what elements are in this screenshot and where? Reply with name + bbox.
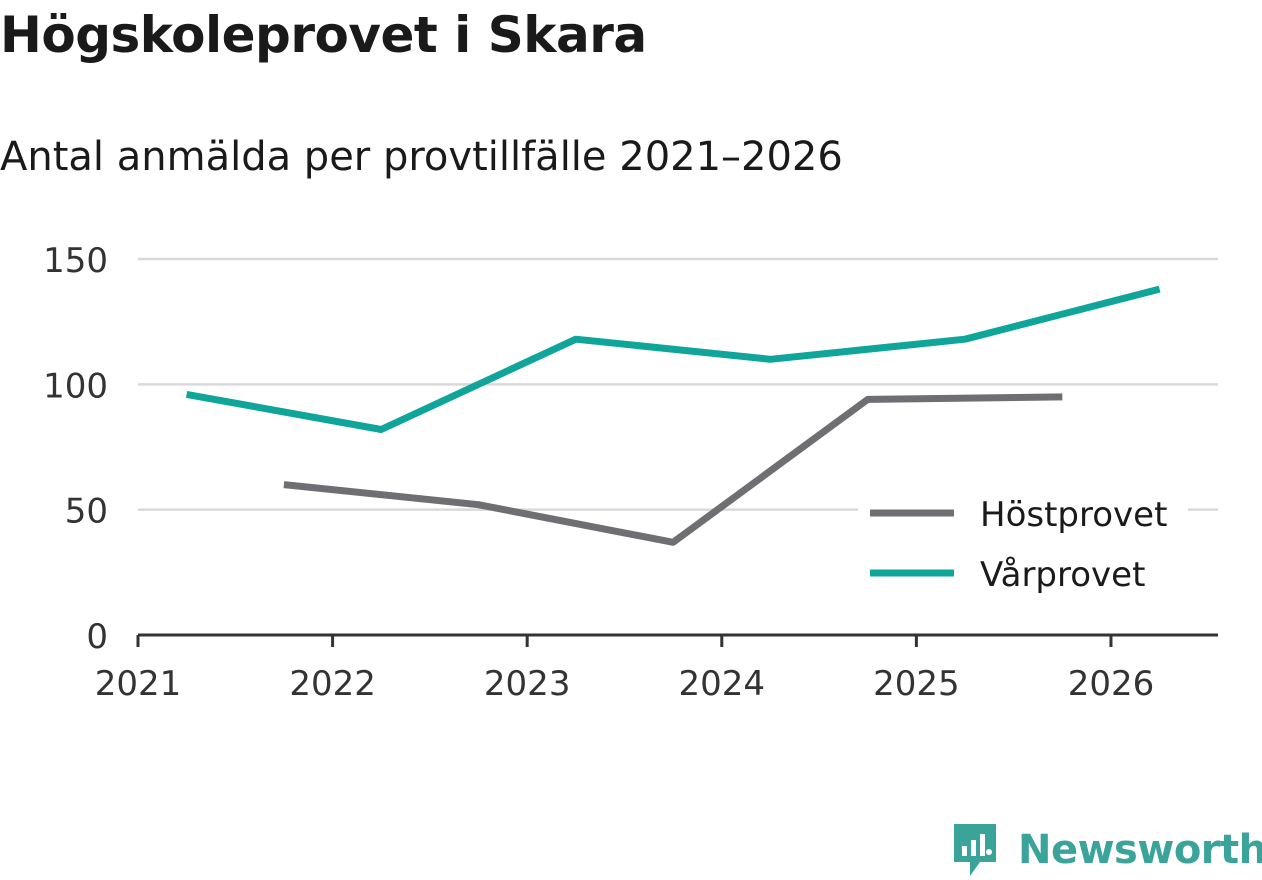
brand-logo: Newsworthy bbox=[950, 820, 1262, 880]
newsworthy-logo-icon bbox=[950, 820, 1000, 880]
x-tick-label: 2023 bbox=[484, 664, 571, 704]
x-tick-label: 2026 bbox=[1068, 664, 1155, 704]
y-tick-label: 150 bbox=[43, 241, 108, 281]
x-tick-label: 2024 bbox=[679, 664, 766, 704]
series-line-varprovet bbox=[187, 289, 1160, 429]
legend-label-hostprovet: Höstprovet bbox=[980, 495, 1167, 535]
x-tick-label: 2025 bbox=[873, 664, 960, 704]
x-tick-label: 2022 bbox=[289, 664, 376, 704]
legend-label-varprovet: Vårprovet bbox=[980, 555, 1145, 595]
x-tick-label: 2021 bbox=[95, 664, 182, 704]
y-tick-label: 0 bbox=[86, 617, 108, 657]
brand-name: Newsworthy bbox=[1018, 827, 1262, 873]
y-tick-label: 100 bbox=[43, 366, 108, 406]
y-tick-label: 50 bbox=[65, 492, 108, 532]
